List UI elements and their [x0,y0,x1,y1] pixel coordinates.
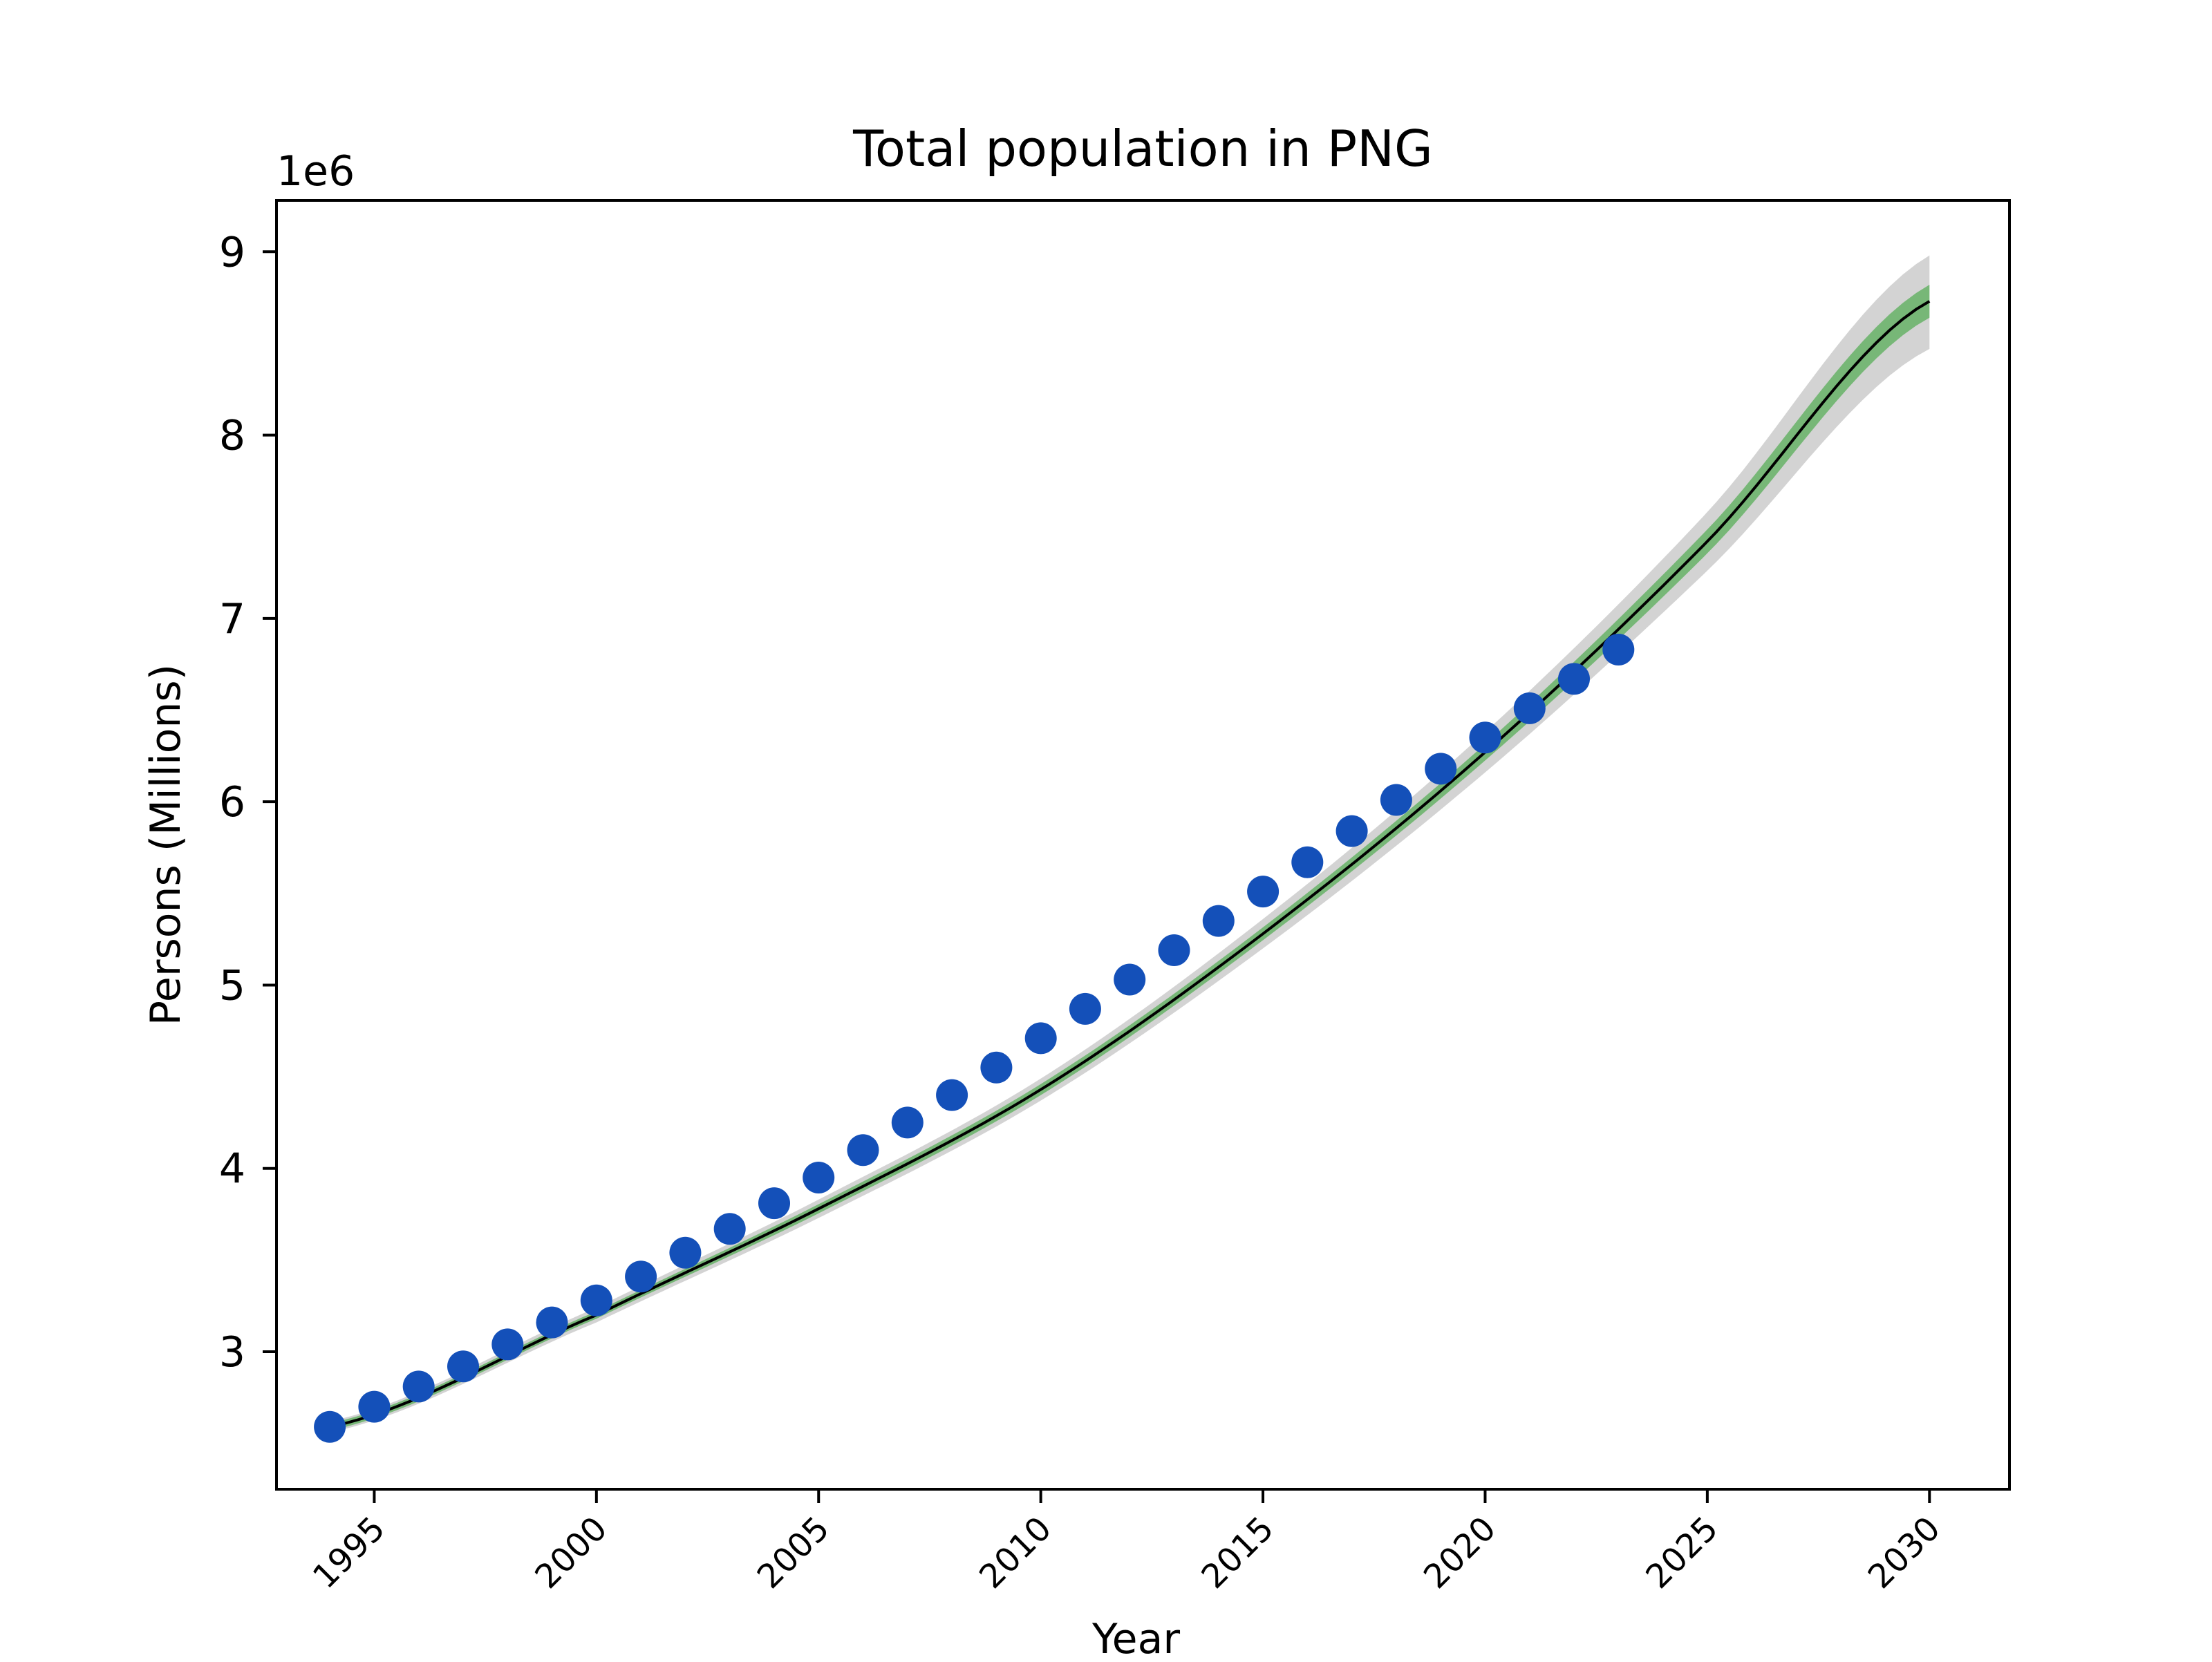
data-point [447,1350,479,1383]
data-point [1469,721,1501,754]
data-point [1114,963,1146,996]
data-point [536,1306,568,1339]
data-point [1558,663,1590,695]
y-tick-label: 8 [219,412,245,460]
data-point [1069,992,1101,1025]
fit-line [329,300,1931,1428]
data-point [847,1134,879,1167]
y-axis-ticks: 3 4 5 6 7 8 9 [219,228,276,1377]
x-axis-label: Year [1091,1615,1180,1659]
confidence-band-green [330,285,1930,1431]
y-tick-label: 9 [219,228,245,276]
x-tick-label: 2030 [1861,1509,1948,1596]
data-point [1425,753,1457,785]
y-axis-label: Persons (Millions) [142,664,190,1026]
data-point [358,1390,391,1423]
y-tick-label: 4 [219,1145,245,1193]
data-point [314,1410,346,1443]
plot-frame [275,199,2011,1491]
data-point [1513,692,1546,724]
data-point [713,1213,746,1245]
data-point [1291,846,1324,878]
x-tick-label: 2020 [1416,1509,1503,1596]
data-points [314,634,1635,1443]
x-tick-label: 2005 [750,1509,837,1596]
data-point [625,1260,657,1293]
y-tick-label: 5 [219,961,245,1010]
y-tick-label: 3 [219,1328,245,1377]
data-point [1380,784,1412,816]
confidence-bands [330,255,1930,1433]
data-point [1335,815,1368,847]
x-tick-label: 2000 [527,1509,615,1596]
data-point [1602,634,1635,665]
y-tick-label: 6 [219,778,245,827]
data-point [803,1162,835,1193]
data-point [491,1328,524,1361]
data-point [980,1051,1013,1084]
y-tick-label: 7 [219,595,245,643]
data-point [669,1236,702,1269]
fit-line-layer [329,300,1931,1428]
data-point [936,1079,968,1111]
data-point [1202,905,1235,937]
data-point [891,1106,924,1139]
data-point [580,1284,612,1316]
x-tick-label: 2010 [972,1509,1059,1596]
x-tick-label: 1995 [306,1509,393,1596]
x-tick-label: 2025 [1638,1509,1725,1596]
x-tick-label: 2015 [1194,1509,1282,1596]
data-point [1247,876,1280,908]
prediction-band-gray [330,255,1930,1433]
data-point [1024,1022,1057,1055]
chart-title: Total population in PNG [852,120,1433,178]
y-axis-offset-label: 1e6 [276,147,355,196]
data-point [1158,934,1190,966]
data-point [758,1187,790,1220]
x-axis-ticks: 1995 2000 2005 2010 2015 2020 2025 2030 [306,1489,1948,1596]
data-point [402,1370,435,1403]
